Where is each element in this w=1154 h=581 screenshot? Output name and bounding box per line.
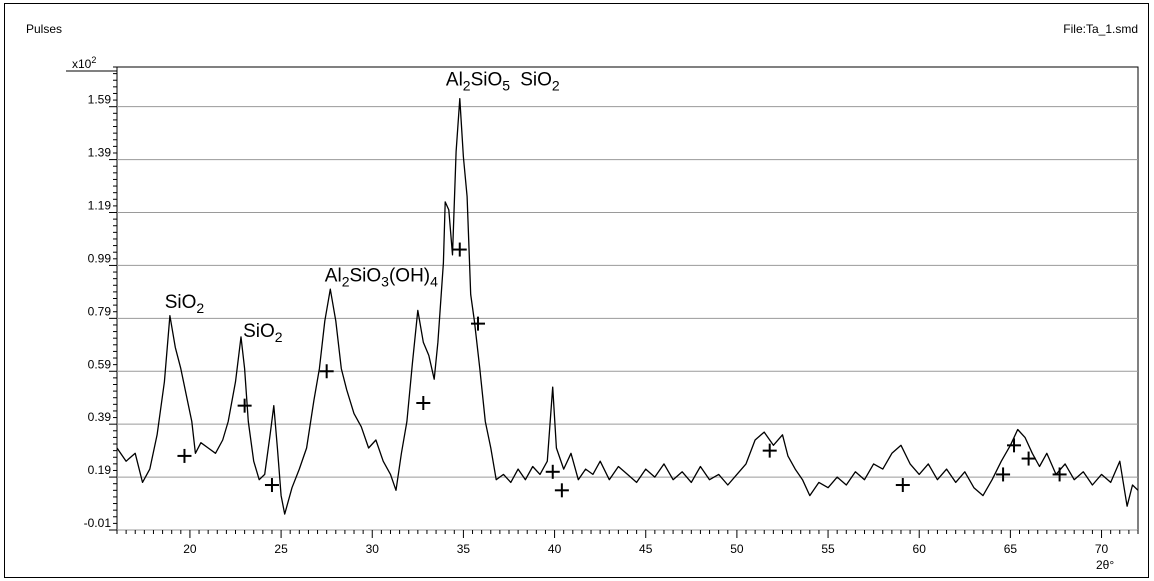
peak-marker [416, 396, 431, 411]
x-tick-label: 50 [730, 542, 744, 556]
x-tick-label: 65 [1004, 542, 1018, 556]
peak-marker [895, 478, 910, 493]
peak-marker [470, 316, 485, 331]
y-tick-label: 1.19 [88, 199, 112, 213]
peak-marker [554, 483, 569, 498]
plot-area-border [116, 66, 1139, 531]
peak-marker [1007, 438, 1022, 453]
peak-marker [1052, 467, 1067, 482]
x-axis-title: 2θ° [1096, 558, 1115, 572]
peak-marker [452, 242, 467, 257]
peak-marker [237, 398, 252, 413]
x-tick-label: 30 [366, 542, 380, 556]
peak-marker [1021, 451, 1036, 466]
peak-marker [762, 443, 777, 458]
y-tick-label: 1.39 [88, 146, 112, 160]
x-tick-label: 40 [548, 542, 562, 556]
phase-annotation: Al2SiO5 [446, 70, 510, 94]
x-tick-label: 55 [821, 542, 835, 556]
peak-marker [319, 364, 334, 379]
y-tick-label: 0.59 [88, 357, 112, 371]
y-tick-label: 0.19 [88, 463, 112, 477]
peak-marker [545, 464, 560, 479]
x-tick-label: 25 [274, 542, 288, 556]
y-tick-label: 1.59 [88, 93, 112, 107]
diffraction-pattern-line [116, 98, 1139, 515]
y-axis-title: Pulses [26, 22, 63, 36]
peak-marker [264, 478, 279, 493]
x-tick-label: 60 [913, 542, 927, 556]
y-tick-label: -0.01 [84, 516, 112, 530]
peak-marker [177, 448, 192, 463]
x-tick-label: 35 [457, 542, 471, 556]
x-tick-label: 70 [1095, 542, 1109, 556]
phase-annotation: Al2SiO3(OH)4 [325, 265, 438, 289]
y-tick-label: 0.99 [88, 251, 112, 265]
phase-annotation: SiO2 [520, 70, 560, 94]
x-tick-label: 20 [183, 542, 197, 556]
y-tick-label: 0.39 [88, 410, 112, 424]
x-tick-label: 45 [639, 542, 653, 556]
file-name-label: File:Ta_1.smd [1063, 22, 1138, 36]
phase-annotation: SiO2 [243, 321, 283, 345]
phase-annotation: SiO2 [165, 292, 205, 316]
y-tick-label: 0.79 [88, 304, 112, 318]
y-multiplier-label: x102 [72, 55, 96, 71]
peak-marker [996, 467, 1011, 482]
chart-frame [4, 3, 1149, 578]
